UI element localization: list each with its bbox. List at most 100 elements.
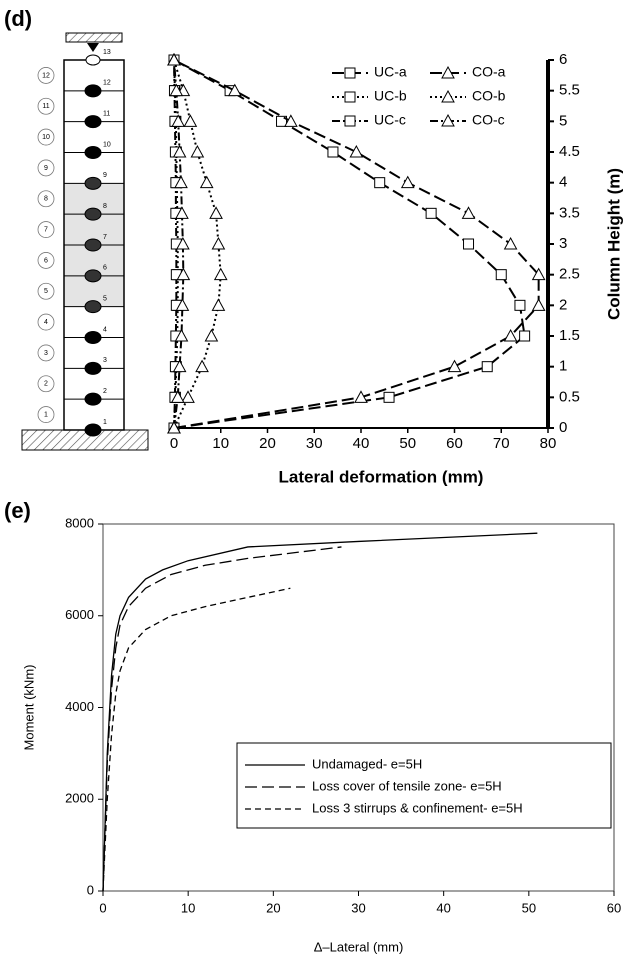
segment-label: 12 — [42, 72, 50, 79]
marker — [211, 298, 226, 311]
segment-label: 4 — [44, 319, 48, 326]
node — [84, 300, 102, 314]
node — [84, 207, 102, 221]
y-tick-label: 2.5 — [559, 266, 580, 283]
segment-label: 9 — [44, 165, 48, 172]
node-label: 8 — [103, 203, 107, 210]
legend-label: UC-b — [374, 88, 407, 104]
segment-marker — [37, 406, 55, 423]
x-tick-label: 60 — [607, 900, 621, 915]
marker — [204, 328, 219, 342]
marker — [167, 52, 181, 66]
legend-box — [236, 742, 612, 829]
marker — [495, 269, 507, 281]
marker — [172, 359, 187, 373]
segment-marker — [37, 282, 55, 300]
marker — [209, 206, 223, 219]
x-tick-label: 10 — [212, 435, 229, 452]
marker — [167, 420, 181, 434]
marker — [181, 390, 195, 403]
y-tick-label: 0.5 — [559, 388, 580, 405]
node-label: 10 — [103, 141, 111, 148]
marker — [276, 115, 288, 127]
node — [84, 238, 102, 252]
marker — [170, 390, 185, 403]
segment-label: 5 — [44, 288, 48, 295]
marker — [190, 144, 205, 158]
node — [84, 392, 102, 406]
segment-marker — [37, 159, 55, 177]
panel-label: (d) — [4, 6, 32, 31]
legend-label: CO-b — [472, 88, 506, 104]
segment-label: 2 — [44, 381, 48, 388]
segment-label: 1 — [44, 411, 48, 418]
x-tick-label: 20 — [259, 435, 276, 452]
marker — [172, 144, 187, 158]
node — [84, 176, 102, 190]
segment-marker — [37, 67, 55, 84]
segment-marker — [37, 128, 55, 146]
marker — [213, 267, 228, 281]
legend-marker — [344, 67, 356, 79]
marker — [383, 391, 395, 403]
y-tick-label: 0 — [559, 419, 567, 436]
x-tick-label: 50 — [399, 435, 416, 452]
x-tick-label: 70 — [493, 435, 510, 452]
segment-label: 11 — [42, 103, 49, 110]
series-line — [102, 532, 538, 892]
y-tick-label: 5 — [559, 112, 567, 129]
marker — [211, 236, 226, 250]
node-label: 3 — [103, 357, 107, 364]
legend-label: Loss cover of tensile zone- e=5H — [312, 778, 502, 793]
legend-marker — [441, 113, 455, 127]
y-tick-label: 4000 — [65, 699, 94, 714]
node-label: 5 — [103, 296, 107, 303]
marker — [374, 177, 386, 189]
x-tick-label: 0 — [170, 435, 178, 452]
y-tick-label: 2000 — [65, 791, 94, 806]
segment-label: 3 — [44, 350, 48, 357]
marker — [354, 390, 368, 403]
legend-marker — [441, 65, 455, 79]
y-tick-label: 3.5 — [559, 204, 580, 221]
marker — [175, 298, 190, 311]
marker — [461, 206, 476, 219]
segment-label: 10 — [42, 134, 50, 141]
marker — [174, 175, 188, 189]
marker — [174, 328, 189, 342]
x-tick-label: 30 — [306, 435, 323, 452]
y-tick-label: 4.5 — [559, 143, 580, 160]
marker — [519, 330, 531, 342]
marker — [514, 299, 526, 311]
segment-marker — [37, 313, 55, 331]
x-tick-label: 40 — [353, 435, 370, 452]
series-line — [102, 546, 342, 892]
node — [84, 269, 102, 283]
marker — [284, 114, 298, 127]
node — [84, 146, 102, 159]
node-label: 13 — [103, 49, 111, 56]
x-axis-label: Lateral deformation (mm) — [279, 467, 484, 486]
node-label: 11 — [103, 111, 110, 118]
marker — [463, 238, 475, 250]
marker — [171, 114, 186, 127]
x-tick-label: 60 — [446, 435, 463, 452]
segment-label: 8 — [44, 196, 48, 203]
series-line — [102, 587, 291, 892]
top-support — [65, 32, 123, 43]
y-tick-label: 1.5 — [559, 327, 580, 344]
legend-label: UC-c — [374, 112, 406, 128]
segment-marker — [37, 97, 55, 115]
marker — [199, 175, 214, 189]
x-tick-label: 40 — [436, 900, 450, 915]
legend-label: Loss 3 stirrups & confinement- e=5H — [312, 800, 523, 815]
x-tick-label: 80 — [540, 435, 557, 452]
y-tick-label: 1 — [559, 358, 567, 375]
y-tick-label: 3 — [559, 235, 567, 252]
y-tick-label: 0 — [87, 882, 94, 897]
y-tick-label: 6 — [559, 51, 567, 68]
legend-label: UC-a — [374, 64, 407, 80]
x-tick-label: 20 — [266, 900, 280, 915]
node — [85, 54, 101, 66]
